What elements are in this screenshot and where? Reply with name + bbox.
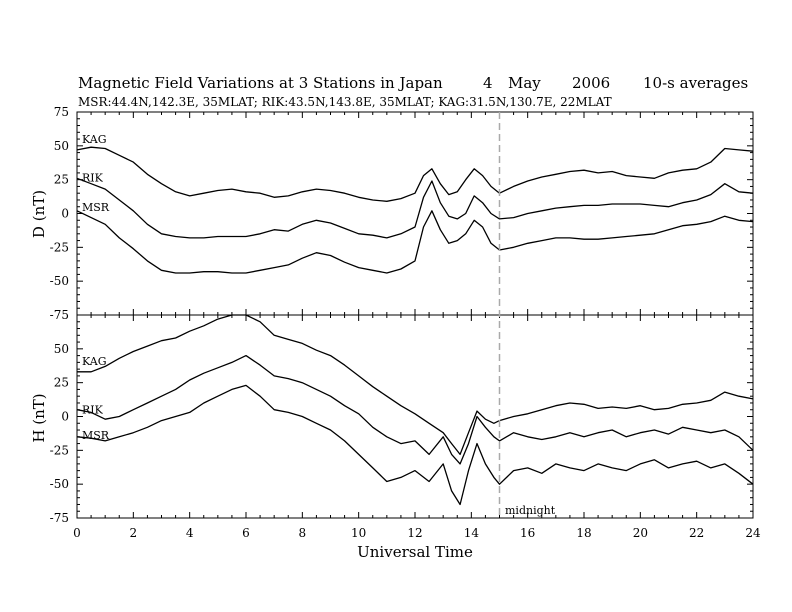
panel-d-series	[76, 146, 754, 274]
panel-h-series-kag	[77, 314, 754, 456]
panel-d-series-labels: KAG RIK MSR	[82, 133, 110, 214]
xtick-label: 0	[73, 526, 81, 540]
date-month: May	[508, 74, 541, 92]
xtick-label: 10	[351, 526, 366, 540]
panel-d-series-rik	[76, 177, 754, 239]
panel-d-ytick-label: 25	[54, 173, 69, 187]
xtick-label: 4	[186, 526, 194, 540]
panel-d-series-kag	[76, 146, 754, 202]
xtick-label: 24	[745, 526, 761, 540]
panel-h-label-rik: RIK	[82, 404, 104, 417]
xtick-label: 16	[520, 526, 535, 540]
date-year: 2006	[572, 74, 610, 92]
xtick-label: 12	[407, 526, 422, 540]
panel-d-ytick-label: 0	[61, 207, 69, 221]
panel-h-frame	[76, 314, 754, 519]
panel-h-ylabel: H (nT)	[30, 393, 48, 442]
xtick-label: 6	[242, 526, 250, 540]
panel-h-series-msr	[76, 384, 754, 506]
panel-d-ylabel: D (nT)	[30, 190, 48, 238]
xtick-label: 22	[689, 526, 704, 540]
panel-h-ytick-label: -75	[50, 511, 69, 525]
panel-d-ytick-label: 50	[54, 139, 69, 153]
midnight-label: midnight	[505, 504, 556, 517]
panel-d-series-msr	[76, 210, 754, 274]
panel-h-ytick-label: 0	[61, 410, 69, 424]
xtick-label: 20	[633, 526, 648, 540]
panel-d-label-kag: KAG	[82, 133, 107, 146]
date-day: 4	[483, 74, 493, 92]
panel-d-ytick-label: -25	[50, 240, 69, 254]
panel-d-ytick-label: 75	[54, 105, 69, 119]
panel-h-label-kag: KAG	[82, 355, 107, 368]
panel-h-series	[76, 314, 754, 506]
station-coordinates: MSR:44.4N,142.3E, 35MLAT; RIK:43.5N,143.…	[78, 95, 612, 109]
xtick-label: 18	[576, 526, 591, 540]
panel-d-ticks: -50 -25 0 25 50 75	[50, 105, 754, 315]
panel-h-label-msr: MSR	[82, 429, 110, 442]
panel-h-series-labels: KAG RIK MSR	[82, 355, 110, 442]
panel-h-ytick-label: -25	[50, 443, 69, 457]
panel-d: -50 -25 0 25 50 75 KAG RIK MSR D (nT)	[30, 105, 754, 316]
x-axis-title: Universal Time	[357, 543, 473, 561]
xtick-label: 8	[299, 526, 307, 540]
averaging-label: 10-s averages	[643, 74, 748, 92]
panel-h-ytick-label: -75	[50, 308, 69, 322]
panel-d-ytick-label: -50	[50, 274, 69, 288]
panel-d-label-msr: MSR	[82, 201, 110, 214]
panel-h-ytick-label: -50	[50, 477, 69, 491]
panel-d-label-rik: RIK	[82, 171, 104, 184]
chart-title: Magnetic Field Variations at 3 Stations …	[78, 74, 443, 92]
xtick-label: 2	[130, 526, 138, 540]
panel-h-ytick-label: 25	[54, 376, 69, 390]
panel-h-series-rik	[76, 354, 754, 465]
panel-d-frame	[76, 111, 754, 316]
panel-h-ytick-label: 50	[54, 342, 69, 356]
xtick-label: 14	[464, 526, 480, 540]
